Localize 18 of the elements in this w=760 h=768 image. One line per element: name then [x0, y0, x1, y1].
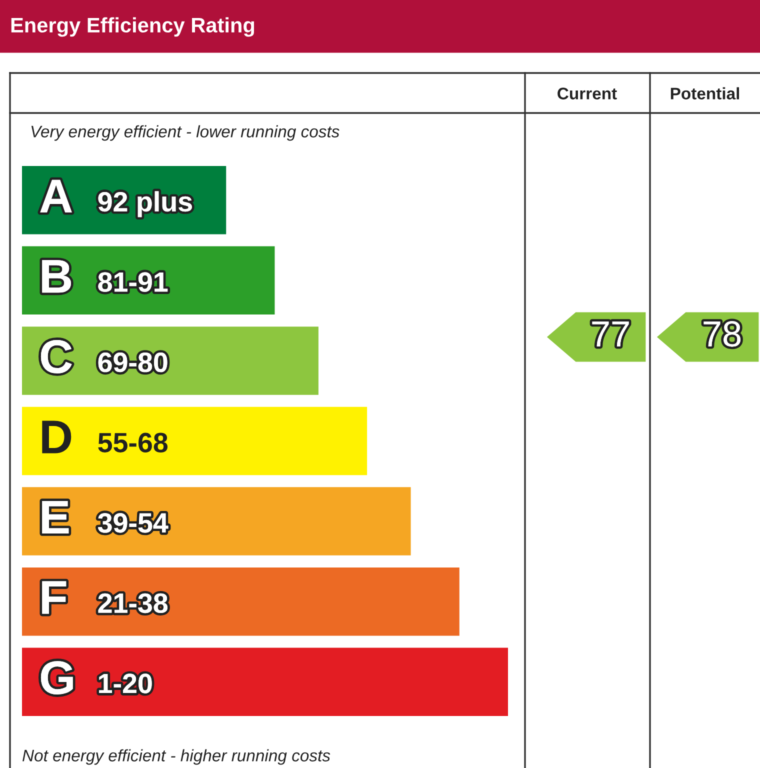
y-tick-label: F 21-38: [42, 581, 168, 614]
text: Potential: [670, 87, 740, 100]
text: Current: [558, 88, 617, 100]
text: Not energy efficient - higher running costs: [22, 749, 330, 765]
y-tick-label: B 81-91: [42, 260, 168, 293]
text: Very energy efficient - lower running costs: [31, 125, 340, 141]
text: 77: [592, 321, 629, 346]
y-tick-label: C 69-80: [40, 340, 168, 374]
bar: [22, 567, 460, 636]
y-tick-label: E 39-54: [42, 501, 168, 534]
chart-title: Energy Efficiency Rating: [11, 17, 254, 37]
bar: [22, 406, 368, 476]
y-tick-label: A 92 plus: [40, 180, 192, 218]
y-tick-label: G 1-20: [40, 661, 152, 695]
bar: [22, 487, 411, 556]
bar: [22, 648, 508, 716]
text: 78: [704, 321, 741, 347]
y-tick-label: D 55-68: [42, 420, 168, 454]
